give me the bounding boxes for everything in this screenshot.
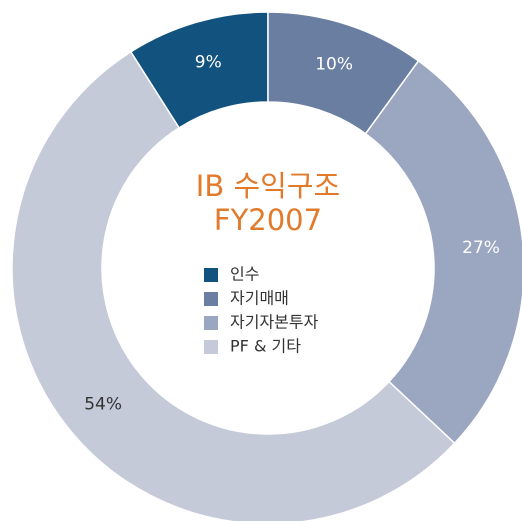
slice-label: 54% [84,394,122,414]
legend-label: PF & 기타 [230,337,301,356]
donut-slice [11,50,456,521]
legend-swatch [204,340,218,354]
legend-label: 인수 [230,265,259,284]
donut-slice [364,59,522,445]
chart-title: FY2007 [214,203,322,237]
legend-swatch [204,292,218,306]
legend-label: 자기매매 [230,289,289,308]
slice-label: 10% [315,54,353,74]
legend-swatch [204,316,218,330]
legend-swatch [204,268,218,282]
slice-label: 27% [462,238,500,258]
legend-label: 자기자본투자 [230,313,319,332]
slice-label: 9% [195,52,222,72]
chart-title: IB 수익구조 [196,169,340,203]
